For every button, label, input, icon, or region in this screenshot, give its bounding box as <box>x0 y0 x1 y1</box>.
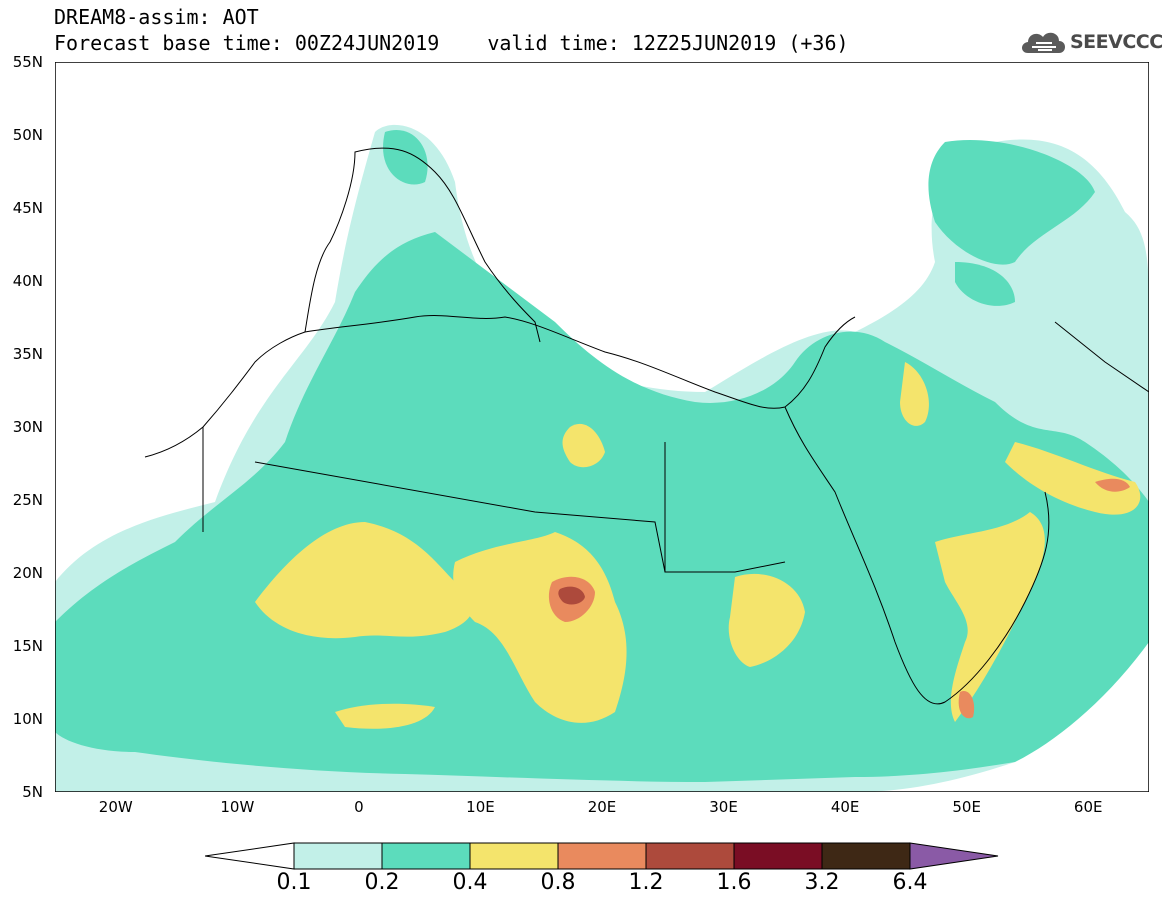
lat-tick-label: 30N <box>12 418 43 436</box>
lon-tick-label: 60E <box>1073 798 1103 816</box>
colorbar-swatch <box>645 842 735 870</box>
lon-tick-label: 20E <box>587 798 617 816</box>
lon-tick-label: 10E <box>466 798 495 816</box>
lat-tick-label: 50N <box>12 126 43 144</box>
lat-tick-label: 5N <box>22 783 43 801</box>
coastlines-and-borders <box>144 147 1149 705</box>
colorbar-swatch <box>293 842 383 870</box>
colorbar-tick-label: 6.4 <box>892 870 928 895</box>
colorbar-swatch <box>469 842 559 870</box>
lat-tick-label: 45N <box>12 199 43 217</box>
colorbar-tick-label: 3.2 <box>804 870 840 895</box>
colorbar-tick-label: 1.2 <box>628 870 664 895</box>
lon-tick-label: 0 <box>354 798 364 816</box>
logo-text: SEEVCCC <box>1070 31 1163 53</box>
lon-tick-label: 20W <box>98 798 133 816</box>
colorbar-tick-label: 0.4 <box>452 870 488 895</box>
lat-tick-label: 25N <box>12 491 43 509</box>
colorbar <box>205 842 999 870</box>
forecast-base-time: Forecast base time: 00Z24JUN2019 <box>54 31 440 55</box>
lon-tick-label: 40E <box>830 798 860 816</box>
colorbar-swatch <box>557 842 647 870</box>
map-subtitle: Forecast base time: 00Z24JUN2019 valid ti… <box>54 32 849 54</box>
lat-tick-label: 20N <box>12 564 43 582</box>
aot-fill-1.2-1.6 <box>558 586 585 605</box>
colorbar-tick-label: 0.2 <box>364 870 400 895</box>
lat-tick-label: 40N <box>12 272 43 290</box>
lon-tick-label: 30E <box>709 798 738 816</box>
lon-tick-label: 10W <box>220 798 255 816</box>
colorbar-min-arrow <box>205 842 295 870</box>
aot-fill-0.2-0.4 <box>55 130 1149 782</box>
cloud-icon <box>1022 32 1065 53</box>
colorbar-swatch <box>821 842 911 870</box>
lat-tick-label: 10N <box>12 710 43 728</box>
colorbar-tick-label: 1.6 <box>716 870 752 895</box>
aot-map <box>55 62 1149 792</box>
lat-tick-label: 55N <box>12 53 43 71</box>
colorbar-max-arrow <box>909 842 999 870</box>
colorbar-tick-label: 0.8 <box>540 870 576 895</box>
colorbar-swatch <box>733 842 823 870</box>
seevccc-logo: SEEVCCC <box>1018 28 1163 56</box>
lat-tick-label: 15N <box>12 637 43 655</box>
lat-tick-label: 35N <box>12 345 43 363</box>
colorbar-swatch <box>381 842 471 870</box>
colorbar-tick-label: 0.1 <box>276 870 312 895</box>
map-title: DREAM8-assim: AOT <box>54 5 259 29</box>
lon-tick-label: 50E <box>952 798 981 816</box>
valid-time: valid time: 12Z25JUN2019 (+36) <box>487 31 849 55</box>
